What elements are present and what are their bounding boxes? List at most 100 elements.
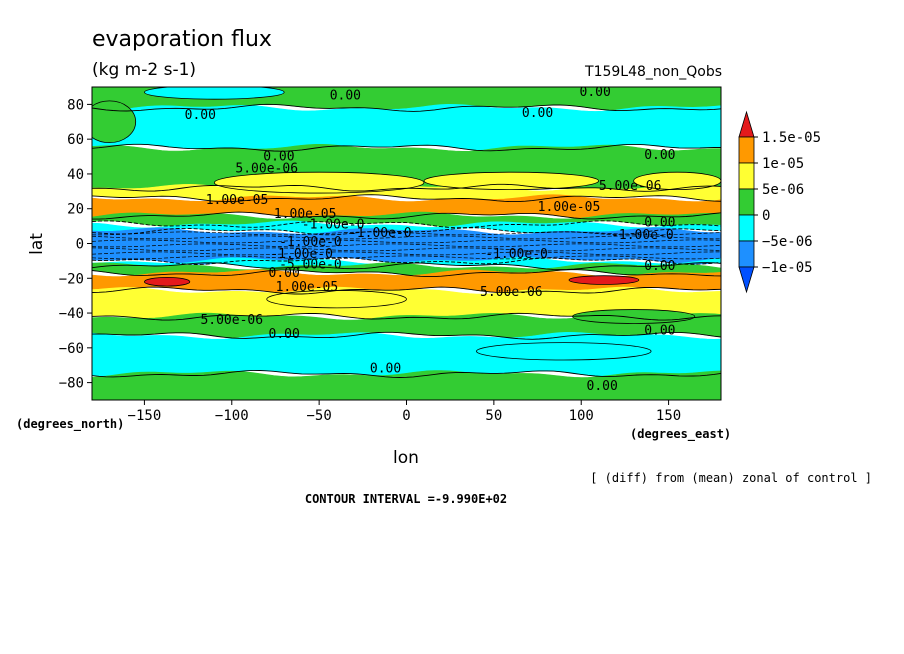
y-tick-label: 40 (67, 167, 84, 183)
contour-line (92, 312, 721, 321)
contour-line-negative (92, 247, 721, 252)
contour-line (92, 262, 721, 271)
contour-line (92, 286, 721, 295)
contour-band (92, 370, 721, 400)
contour-line-negative (92, 231, 721, 236)
colorbar-extend-top (738, 110, 755, 138)
contour-line (92, 194, 721, 203)
x-tick-label: 150 (656, 408, 681, 424)
colorbar: 1.5e-05 1e-05 5e-06 0 −5e-06 −1e-05 (738, 110, 821, 294)
contour-line-negative (92, 255, 721, 260)
contour-label: 0.00 (263, 150, 294, 165)
plot-area: 0.000.00 0.000.000.005.00e-060.005.00e-06… (59, 85, 722, 424)
contour-label: 1.00e-05 (206, 193, 269, 208)
y-tick-label: 60 (67, 132, 84, 148)
x-tick-label: −100 (215, 408, 249, 424)
contour-label: 1.00e-05 (276, 280, 339, 295)
contour-line (92, 220, 721, 229)
colorbar-label: −5e-06 (762, 234, 813, 250)
contour-label: -1.00e-0 (349, 226, 412, 241)
y-tick-label: 0 (76, 237, 84, 253)
colorbar-label: 1.5e-05 (762, 130, 821, 146)
x-tick-label: 0 (402, 408, 410, 424)
contour-line (92, 211, 721, 220)
contour-line (92, 256, 721, 265)
x-tick-label: 50 (485, 408, 502, 424)
contour-line (92, 331, 721, 340)
contour-patch (144, 87, 285, 100)
x-axis-label: lon (393, 448, 419, 468)
contour-patch (213, 171, 425, 194)
colorbar-label: 0 (762, 208, 770, 224)
contour-label: -1.00e-0 (270, 247, 333, 262)
contour-label: 0.00 (644, 323, 675, 338)
contour-label: 1.00e-05 (274, 207, 337, 222)
x-axis-ticks: −150 −100 −50 0 50 100 150 (128, 400, 681, 424)
contour-label: -1.00e-0 (279, 235, 342, 250)
contour-label: 5.00e-06 (200, 313, 263, 328)
colorbar-box (738, 162, 755, 190)
contour-line-negative (92, 235, 721, 240)
contour-patch (572, 309, 696, 324)
y-tick-label: 80 (67, 97, 84, 113)
contour-patch (423, 171, 600, 190)
contour-label: 0.00 (580, 85, 611, 100)
run-label: T159L48_non_Qobs (584, 64, 722, 80)
contour-line (92, 369, 721, 378)
contour-patch (144, 277, 191, 287)
contour-line (92, 103, 721, 112)
contour-patch (633, 171, 721, 190)
contour-label: -1.00e-0 (611, 228, 674, 243)
contour-label: 1.00e-05 (538, 200, 601, 215)
contour-label: 0.00 (370, 362, 401, 377)
y-tick-label: −20 (59, 271, 84, 287)
y-tick-label: −60 (59, 341, 84, 357)
contour-label: -1.00e-0 (485, 247, 548, 262)
contour-label: 0.00 (644, 148, 675, 163)
contour-line (92, 143, 721, 152)
chart-subtitle: (kg m-2 s-1) (92, 60, 196, 80)
colorbar-box (738, 214, 755, 242)
colorbar-box (738, 136, 755, 164)
y-unit-label: (degrees_north) (16, 417, 124, 432)
contour-label: 0.00 (269, 327, 300, 342)
colorbar-label: 1e-05 (762, 156, 804, 172)
contour-patch (568, 275, 640, 285)
contour-label: 0.00 (269, 266, 300, 281)
colorbar-label: −1e-05 (762, 260, 813, 276)
contour-patch (92, 100, 137, 144)
contour-line-negative (92, 239, 721, 244)
diff-note: [ (diff) from (mean) zonal of control ] (590, 471, 872, 485)
y-axis-label: lat (27, 233, 47, 255)
colorbar-box (738, 240, 755, 268)
chart-title: evaporation flux (92, 27, 272, 52)
contour-label: 0.00 (587, 379, 618, 394)
contour-label: 0.00 (644, 216, 675, 231)
contour-label: 0.00 (330, 89, 361, 104)
contour-label: 0.00 (644, 259, 675, 274)
contour-line-negative (92, 251, 721, 256)
contour-line (92, 269, 721, 278)
contour-label: 0.00 (185, 108, 216, 123)
contour-label: -5.00e-0 (279, 257, 342, 272)
contour-line-negative (92, 243, 721, 248)
contour-label: 5.00e-06 (480, 285, 543, 300)
y-tick-label: −80 (59, 376, 84, 392)
colorbar-label: 5e-06 (762, 182, 804, 198)
contour-labels: 0.000.00 0.000.000.005.00e-060.005.00e-06… (185, 85, 676, 394)
contour-label: 5.00e-06 (235, 162, 298, 177)
contour-lines (92, 103, 721, 378)
x-tick-label: 100 (569, 408, 594, 424)
y-tick-label: 20 (67, 202, 84, 218)
contour-line (92, 227, 721, 236)
contour-patch (475, 342, 652, 361)
x-tick-label: −150 (128, 408, 162, 424)
colorbar-extend-bottom (738, 266, 755, 294)
y-tick-label: −40 (59, 306, 84, 322)
contour-label: -1.00e-0 (302, 217, 365, 232)
contour-label: 0.00 (522, 106, 553, 121)
y-axis-ticks: 80 60 40 20 0 −20 −40 −60 −80 (59, 97, 92, 392)
contour-interval: CONTOUR INTERVAL =-9.990E+02 (305, 492, 507, 506)
colorbar-box (738, 188, 755, 216)
